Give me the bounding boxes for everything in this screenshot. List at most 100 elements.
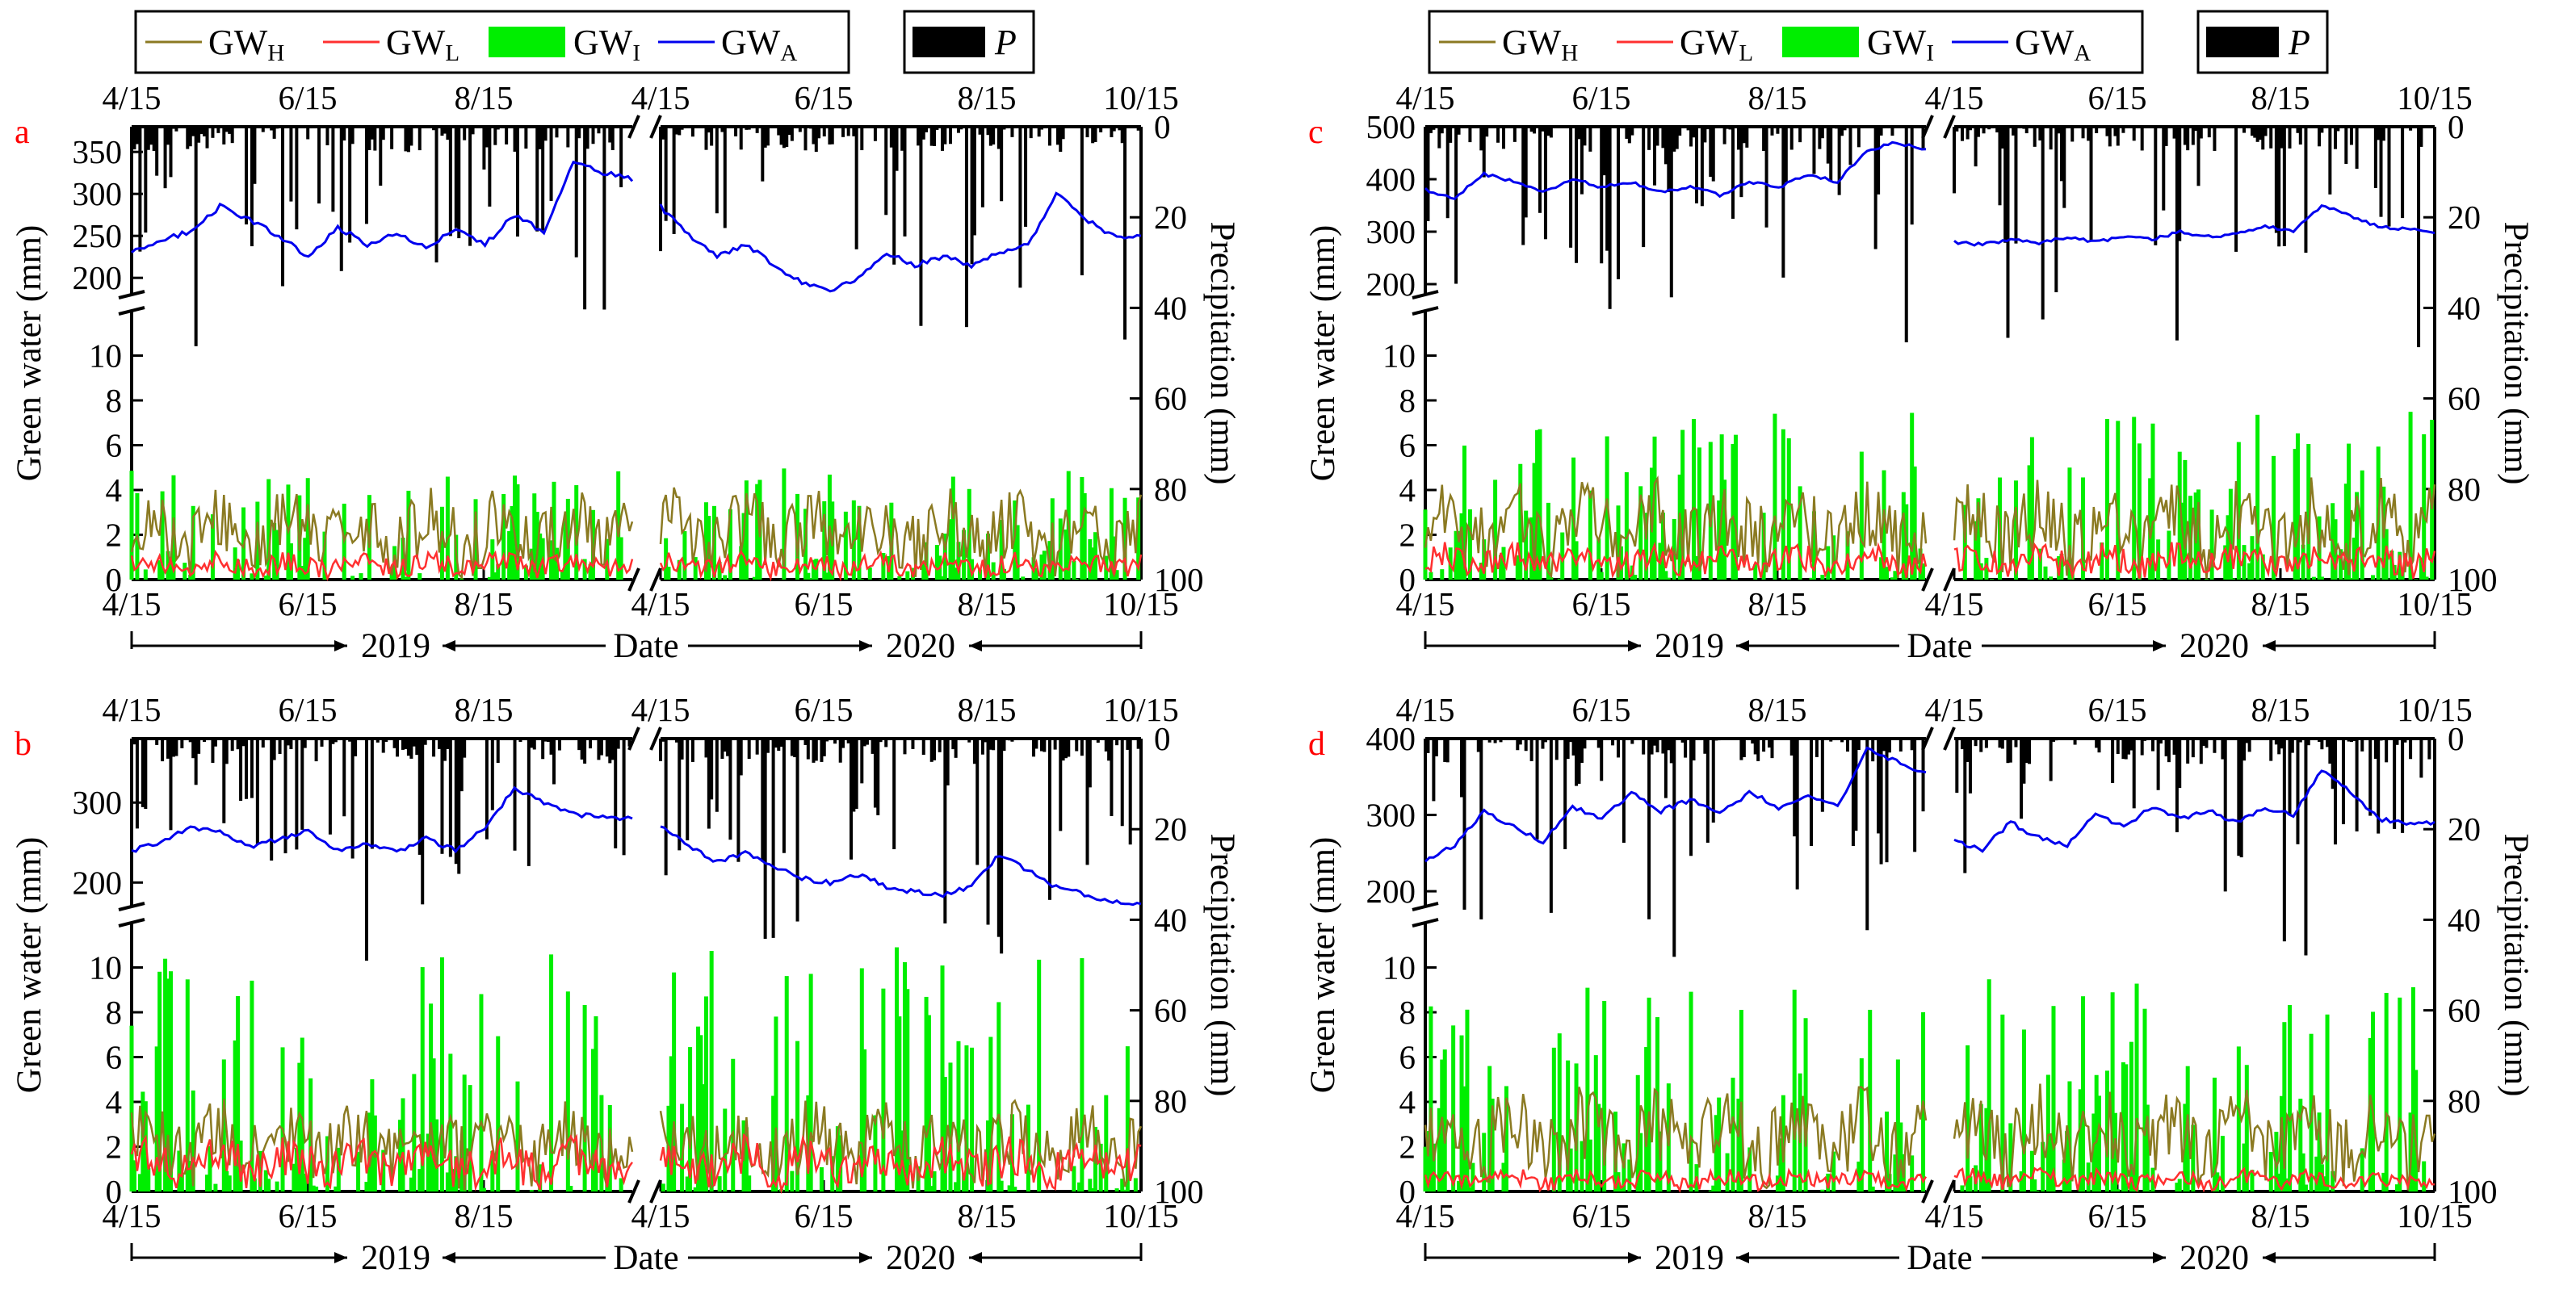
gwi-bar [568, 1186, 573, 1191]
gwi-bar [1602, 1000, 1607, 1191]
precip-bar [2178, 127, 2182, 241]
precip-bar [230, 739, 234, 752]
gwl-line [659, 549, 1143, 582]
x-tick-bottom-label: 4/15 [1925, 1197, 1984, 1234]
precip-bar [197, 739, 201, 754]
gwi-bar [2078, 1089, 2083, 1191]
gwi-bar [1462, 445, 1466, 580]
plot-area [1423, 739, 2436, 1194]
gwi-bar [2142, 1008, 2147, 1191]
x-tick-top-label: 10/15 [2397, 79, 2472, 116]
gwi-bar [1910, 412, 1915, 580]
precip-bar [782, 739, 786, 853]
precip-bar [2213, 127, 2217, 151]
precip-bar [1437, 127, 1441, 149]
y-break-mark [118, 918, 145, 928]
gwi-bar [1088, 1179, 1093, 1191]
gwi-bar [401, 538, 405, 580]
precip-bar [1546, 127, 1550, 136]
precip-bar [1873, 127, 1877, 249]
gwi-bar [2360, 470, 2364, 580]
precip-bar [2379, 739, 2383, 741]
precip-bar [803, 127, 808, 151]
precip-bar [1647, 739, 1651, 919]
precip-bar [2318, 739, 2322, 742]
precip-bar [541, 739, 545, 760]
precip-bar [798, 127, 802, 132]
gwi-bar [501, 494, 506, 580]
precip-bar [704, 739, 708, 758]
precip-bar [1064, 739, 1068, 759]
precip-bar [1625, 127, 1629, 139]
gwi-bar [2319, 576, 2324, 580]
year-bracket: 2019 Date 2020 [130, 627, 1143, 665]
year-2020-label: 2020 [886, 627, 955, 665]
gwi-bar [2280, 1095, 2284, 1191]
gwi-bar [2355, 492, 2360, 580]
y-tick-lower-label: 6 [1399, 1039, 1416, 1076]
precip-bar [2274, 739, 2278, 745]
precip-bar [1047, 127, 1051, 146]
precip-bar [515, 127, 519, 237]
gwi-bar [1465, 1009, 1470, 1191]
gwi-bar [538, 533, 543, 580]
gwi-bar [565, 991, 570, 1191]
precip-bar [1653, 127, 1657, 186]
x-tick-bottom-label: 4/15 [631, 1197, 690, 1234]
precip-bar [138, 127, 142, 252]
x-axis-title: Date [1907, 1239, 1972, 1277]
precip-bar [1566, 739, 1570, 760]
y-tick-upper-label: 250 [73, 217, 123, 254]
legend-gwh-label: GWH [1502, 23, 1578, 66]
gwi-bar [2104, 419, 2109, 580]
gwi-bar [2255, 414, 2260, 580]
precip-bar [2401, 739, 2405, 833]
precip-bar [1753, 739, 1757, 755]
gwi-bar [2371, 1011, 2376, 1191]
y-tick-lower-label: 0 [106, 1173, 123, 1210]
gwi-bar [1546, 502, 1550, 580]
precip-bar [188, 739, 192, 743]
gwi-bar [2244, 1065, 2249, 1191]
gwi-bar [1638, 1133, 1643, 1191]
gwi-bar [942, 1076, 947, 1191]
precip-bar [809, 127, 813, 129]
gwi-bar [448, 1053, 453, 1191]
x-tick-bottom-label: 6/15 [1572, 1197, 1631, 1234]
precip-bar [1024, 127, 1028, 227]
precip-bar [2127, 739, 2131, 755]
gwi-bar [549, 540, 554, 580]
precip-bar [1636, 127, 1640, 128]
precip-bar [1885, 739, 1889, 863]
gwi-bar [1114, 570, 1119, 580]
gwi-bar [137, 1174, 142, 1191]
gwi-bar [2352, 538, 2356, 580]
precip-bar [1998, 127, 2002, 206]
precip-bar [1745, 127, 1749, 148]
precip-bar [1722, 127, 1726, 144]
precip-bar [2288, 127, 2292, 149]
gwi-bar [2250, 1170, 2255, 1191]
y-tick-lower-label: 4 [106, 1083, 123, 1120]
y-tick-lower-label: 2 [106, 517, 123, 554]
gwi-bar [948, 519, 953, 580]
precip-bar [846, 739, 850, 743]
y2-tick-label: 40 [1154, 289, 1187, 326]
precip-bar [1107, 739, 1111, 761]
precip-bar [2255, 127, 2259, 142]
y2-tick-label: 80 [2448, 1083, 2481, 1120]
precip-bar [205, 127, 209, 149]
precip-bar [448, 739, 452, 857]
precip-bar [2269, 127, 2273, 149]
gwi-bar [1809, 577, 1814, 580]
gwi-bar [429, 1003, 434, 1191]
precip-bar [275, 127, 279, 129]
gwi-bar [1013, 1187, 1017, 1191]
gwi-bar [1921, 563, 1926, 580]
precip-bar [2116, 127, 2120, 146]
gwi-bar [682, 531, 687, 580]
gwi-bar [1515, 555, 1520, 580]
precip-bar [1602, 127, 1606, 176]
precip-bar [440, 127, 444, 136]
precip-bar [2223, 739, 2227, 892]
